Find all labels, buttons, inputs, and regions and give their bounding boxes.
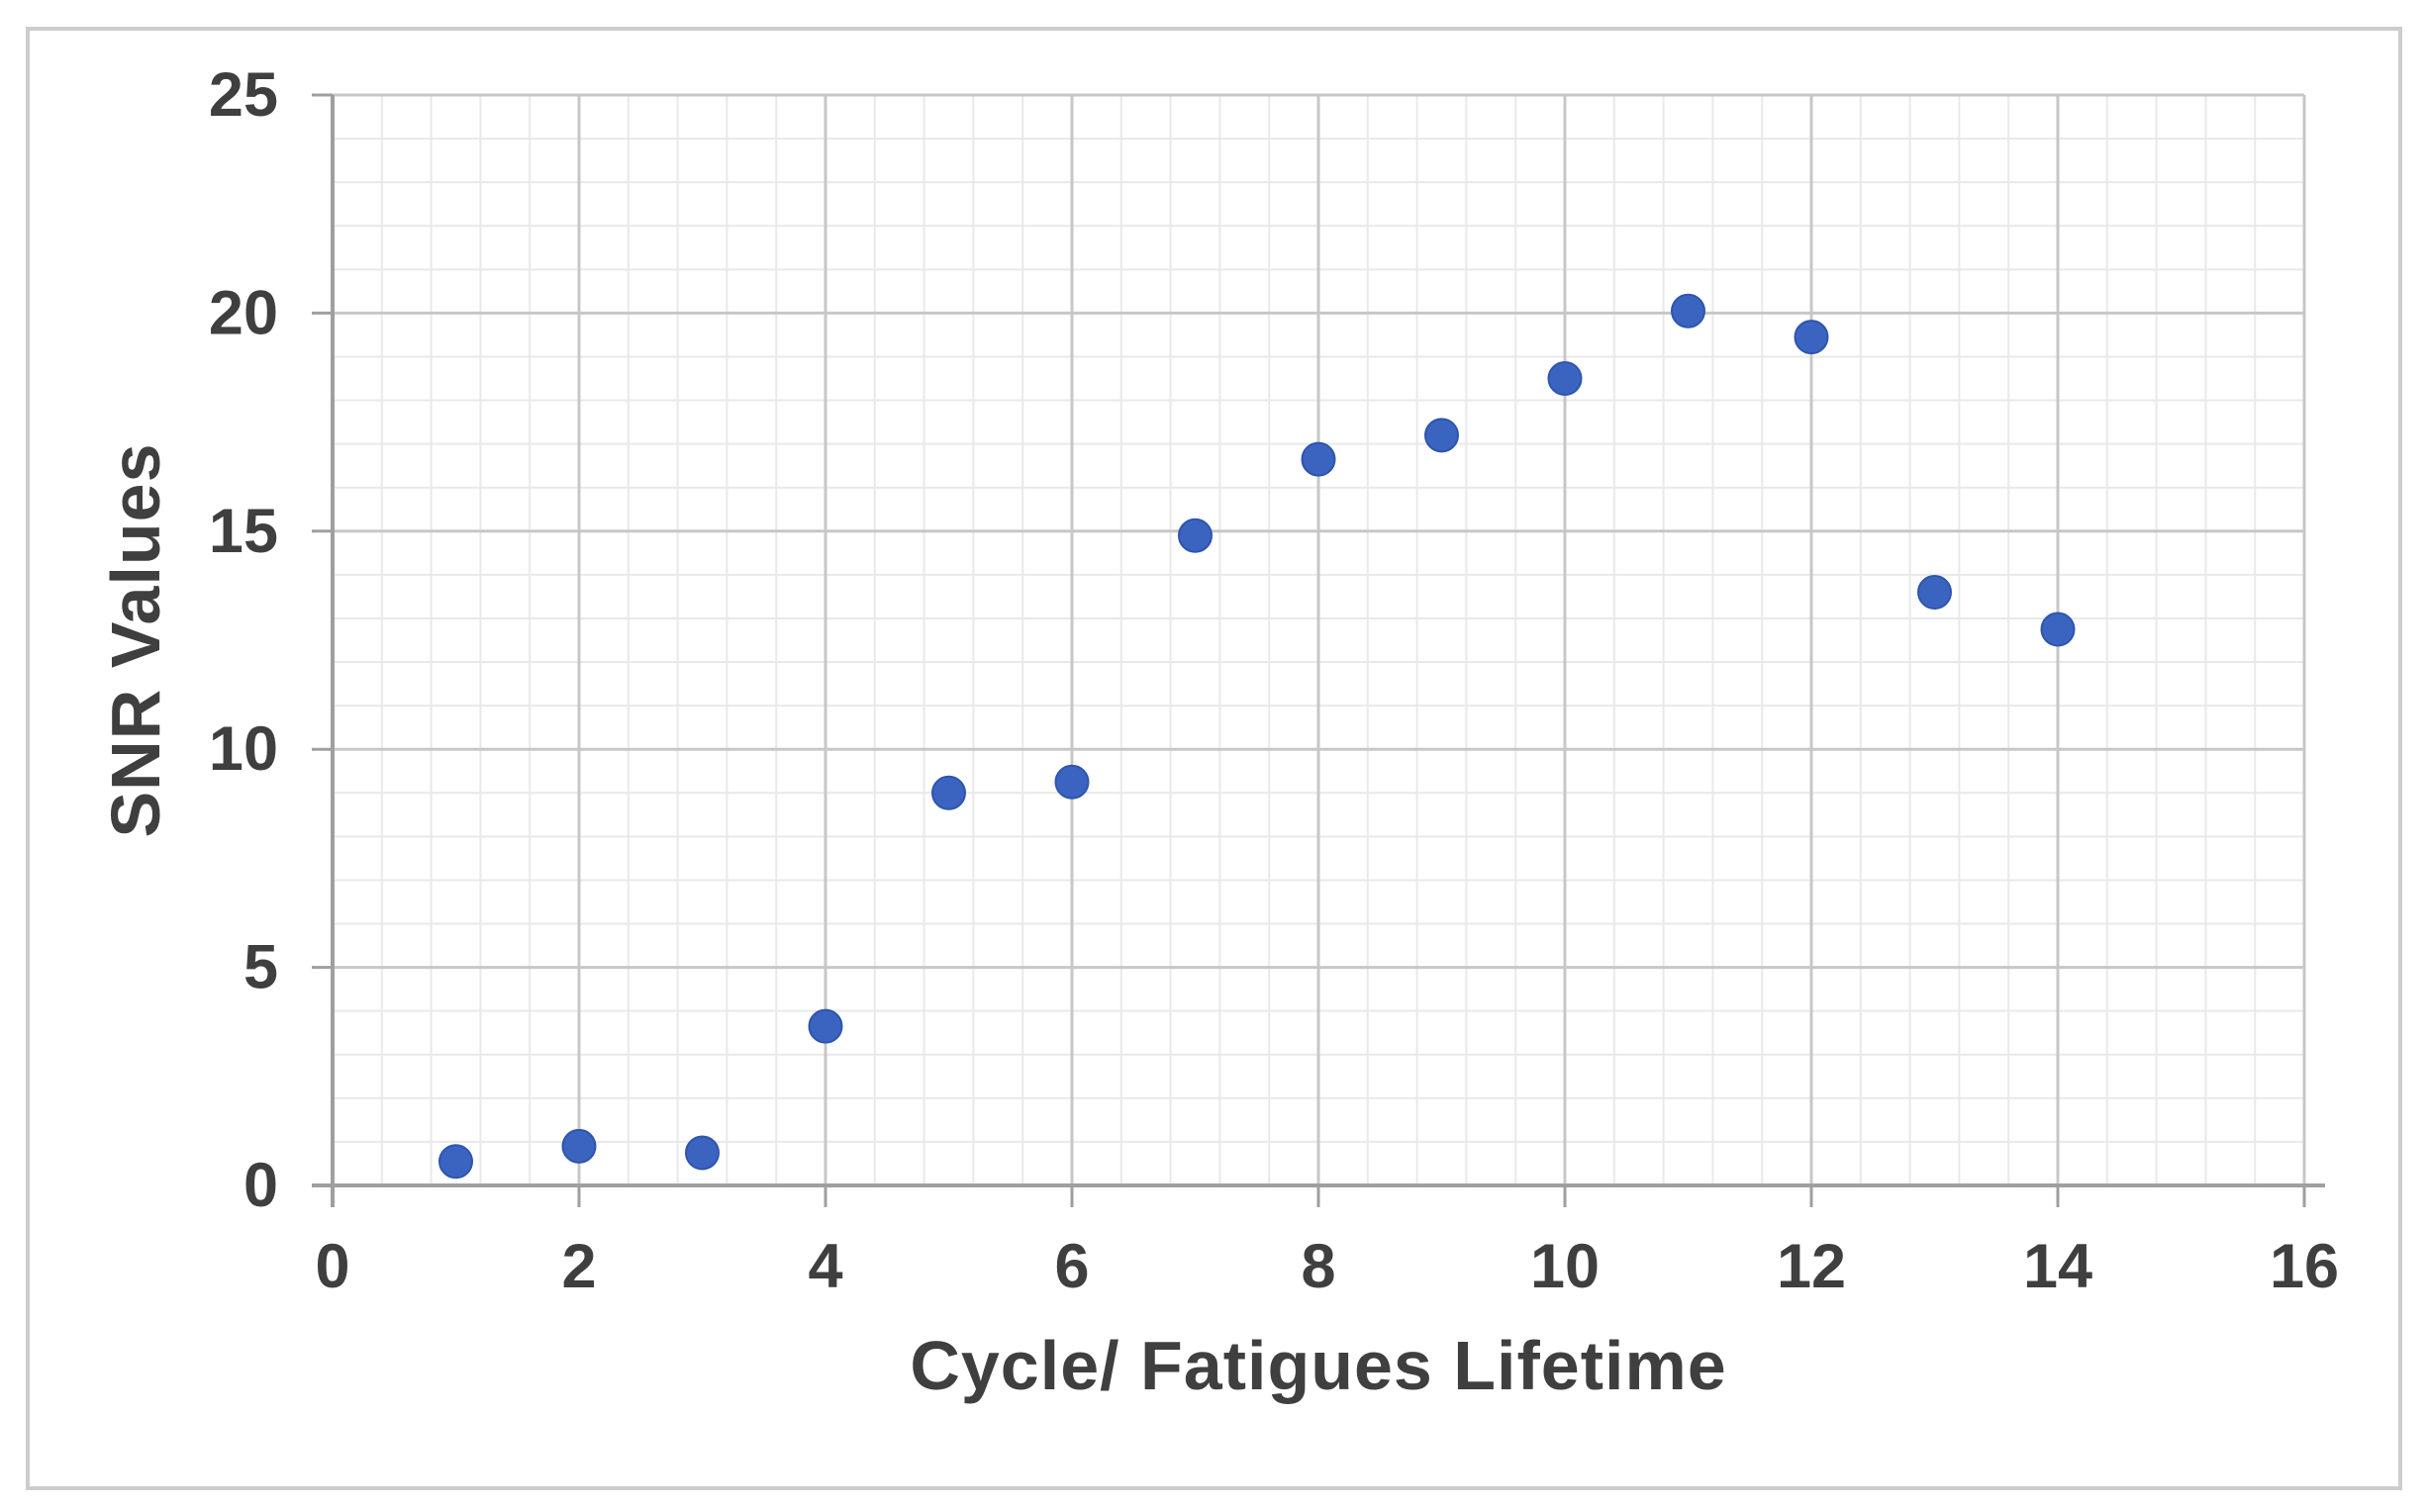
scatter-point [1917,575,1952,611]
y-axis-title: SNR Values [97,442,174,838]
scatter-point [1424,418,1459,453]
y-tick-label: 20 [209,278,278,347]
x-tick-label: 10 [1530,1232,1600,1301]
scatter-point [808,1008,843,1044]
x-tick-label: 16 [2270,1232,2339,1301]
x-tick-label: 8 [1301,1232,1335,1301]
tick-labels: 0 2 4 6 8 10 12 14 16 0 5 10 15 20 25 [209,60,2339,1301]
scatter-point [1178,518,1213,553]
scatter-point [1794,320,1829,355]
y-tick-label: 15 [209,497,278,566]
scatter-point [685,1135,720,1171]
x-tick-label: 0 [315,1232,349,1301]
y-tick-label: 25 [209,60,278,130]
tick-marks [312,93,2306,1207]
x-tick-label: 14 [2023,1232,2092,1301]
x-tick-label: 2 [561,1232,596,1301]
scatter-point [438,1144,473,1180]
major-gridlines [333,93,2306,1185]
scatter-point [1301,441,1336,477]
x-tick-label: 12 [1777,1232,1846,1301]
chart-outer-border [26,27,2402,1490]
x-tick-label: 6 [1054,1232,1089,1301]
x-axis-title: Cycle/ Fatigues Lifetime [910,1327,1727,1404]
data-points [438,293,2076,1180]
x-tick-label: 4 [808,1232,842,1301]
y-tick-label: 0 [243,1151,278,1220]
y-tick-label: 10 [209,714,278,784]
scatter-point [1547,361,1583,397]
scatter-point [1054,764,1090,800]
y-tick-label: 5 [243,933,278,1002]
scatter-point [561,1128,597,1164]
scatter-point [1671,293,1705,329]
scatter-point [2040,612,2076,647]
scatter-point [931,775,966,810]
